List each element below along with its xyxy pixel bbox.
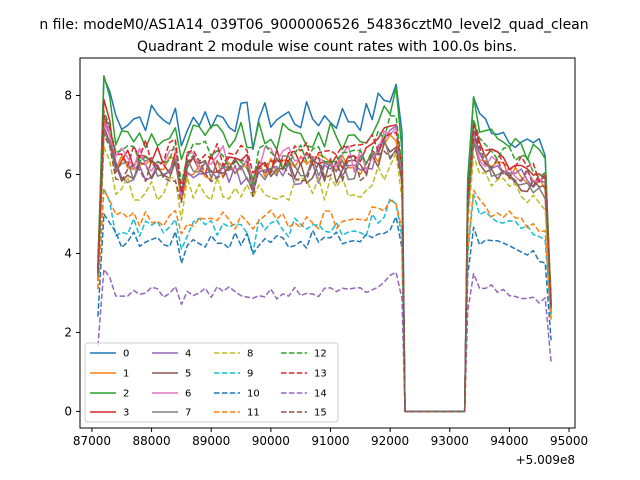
series-line-6: [97, 122, 552, 413]
series-line-10: [97, 213, 552, 413]
x-tick-label: 94000: [490, 434, 528, 448]
series-layer: [97, 75, 552, 413]
legend-label-2: 2: [123, 389, 129, 400]
series-line-9: [97, 187, 552, 413]
x-tick-label: 88000: [132, 434, 170, 448]
axes-frame: [79, 57, 576, 429]
legend-frame: [84, 342, 339, 423]
legend-label-8: 8: [247, 349, 253, 360]
legend-label-3: 3: [123, 408, 129, 419]
x-tick-label: 91000: [311, 434, 349, 448]
legend-label-0: 0: [123, 349, 129, 360]
legend-label-7: 7: [185, 408, 191, 419]
x-tick-label: 93000: [431, 434, 469, 448]
series-line-4: [97, 114, 552, 413]
series-line-12: [97, 110, 552, 413]
series-line-7: [97, 130, 552, 413]
legend-label-6: 6: [185, 389, 191, 400]
series-line-14: [97, 268, 552, 413]
x-offset-label: +5.009e8: [516, 453, 575, 467]
series-line-8: [97, 146, 552, 413]
legend-label-11: 11: [247, 408, 260, 419]
y-tick-label: 4: [64, 246, 72, 260]
legend-label-1: 1: [123, 369, 129, 380]
x-tick-label: 87000: [73, 434, 111, 448]
legend-label-4: 4: [185, 349, 191, 360]
x-tick-label: 92000: [371, 434, 409, 448]
legend-label-5: 5: [185, 369, 191, 380]
x-tick-label: 90000: [252, 434, 290, 448]
legend-label-14: 14: [314, 389, 327, 400]
legend-label-15: 15: [314, 408, 327, 419]
series-line-0: [97, 76, 552, 413]
legend-label-10: 10: [247, 389, 260, 400]
series-line-5: [97, 126, 552, 413]
figure-suptitle: n file: modeM0/AS1A14_039T06_9000006526_…: [39, 17, 588, 33]
y-tick-label: 6: [64, 167, 72, 181]
y-tick-label: 2: [64, 325, 72, 339]
series-line-11: [97, 189, 552, 413]
y-tick-label: 8: [64, 89, 72, 103]
series-line-15: [97, 134, 552, 413]
x-tick-label: 95000: [550, 434, 588, 448]
series-line-13: [97, 114, 552, 413]
series-line-2: [97, 75, 552, 413]
legend-label-13: 13: [314, 369, 327, 380]
plot-area: [79, 57, 576, 429]
y-axis: 0 2 4 6 8: [64, 89, 80, 418]
legend-label-9: 9: [247, 369, 253, 380]
chart-title: Quadrant 2 module wise count rates with …: [137, 39, 517, 55]
x-axis: 87000 88000 89000 90000 91000 92000 93000 94000…: [73, 428, 588, 448]
legend-label-12: 12: [314, 349, 327, 360]
y-tick-label: 0: [64, 404, 72, 418]
x-tick-label: 89000: [192, 434, 230, 448]
